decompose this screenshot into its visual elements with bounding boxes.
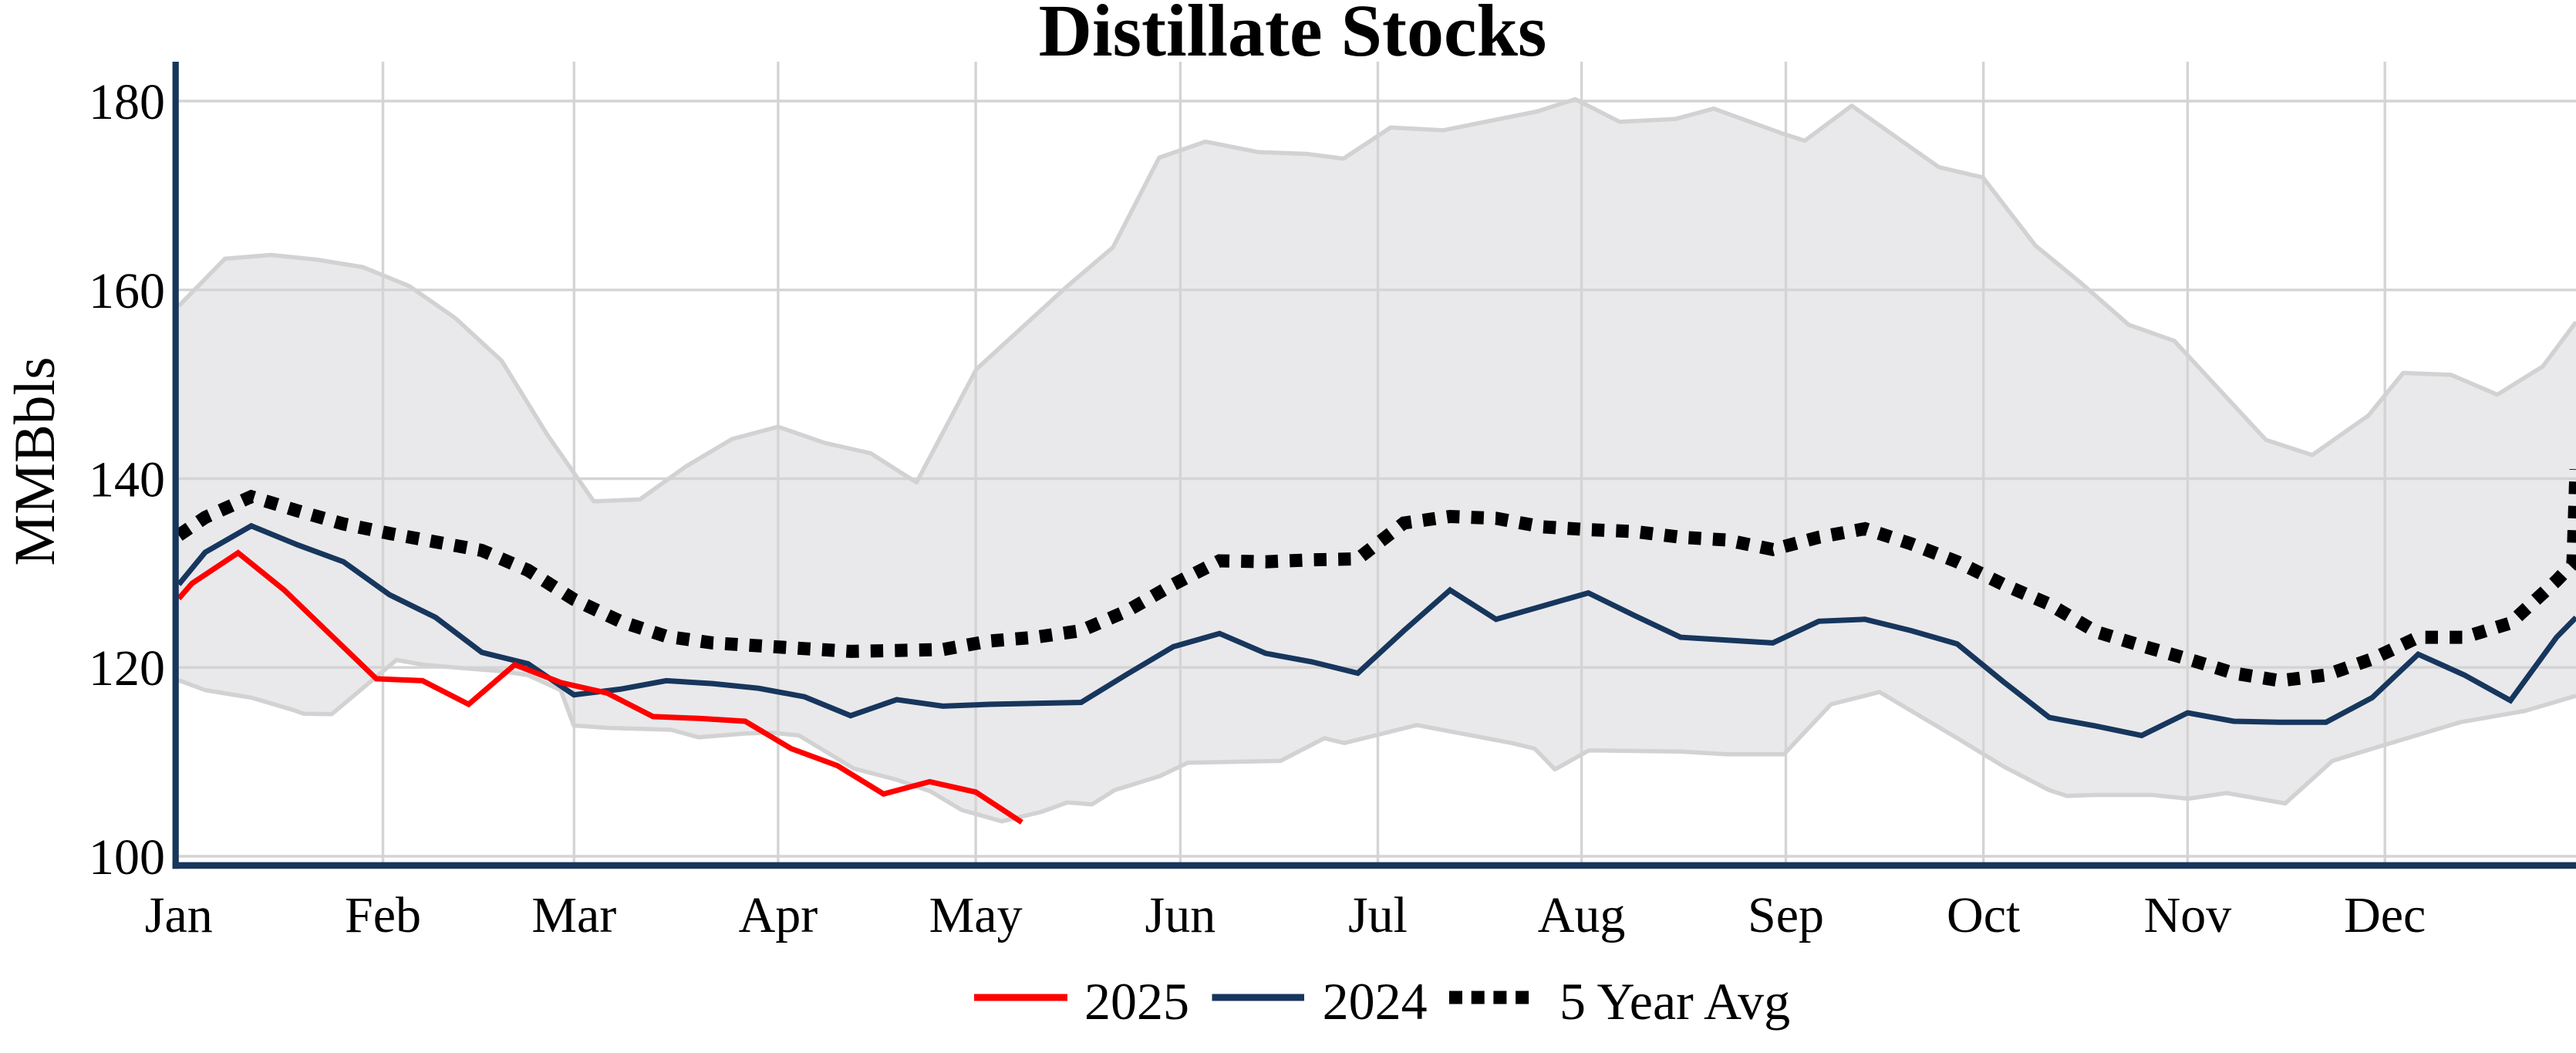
svg-text:2025: 2025 (1084, 972, 1189, 1031)
svg-text:Mar: Mar (531, 887, 616, 943)
svg-text:100: 100 (89, 829, 165, 886)
svg-text:Jan: Jan (145, 887, 213, 943)
svg-text:Jun: Jun (1145, 887, 1216, 943)
svg-text:May: May (929, 887, 1023, 943)
svg-text:Apr: Apr (739, 887, 818, 943)
svg-text:Jul: Jul (1348, 887, 1408, 943)
svg-text:180: 180 (89, 74, 165, 130)
svg-text:Sep: Sep (1748, 887, 1824, 943)
svg-text:5 Year Avg: 5 Year Avg (1559, 972, 1790, 1031)
svg-text:160: 160 (89, 263, 165, 319)
svg-text:Aug: Aug (1538, 887, 1626, 943)
svg-text:Nov: Nov (2144, 887, 2232, 943)
svg-text:Distillate Stocks: Distillate Stocks (1039, 0, 1547, 72)
svg-text:MMBbls: MMBbls (3, 357, 67, 566)
svg-text:2024: 2024 (1323, 972, 1428, 1031)
svg-text:140: 140 (89, 452, 165, 508)
svg-text:120: 120 (89, 640, 165, 697)
svg-text:Feb: Feb (345, 887, 421, 943)
svg-text:Dec: Dec (2344, 887, 2426, 943)
svg-text:Oct: Oct (1947, 887, 2020, 943)
